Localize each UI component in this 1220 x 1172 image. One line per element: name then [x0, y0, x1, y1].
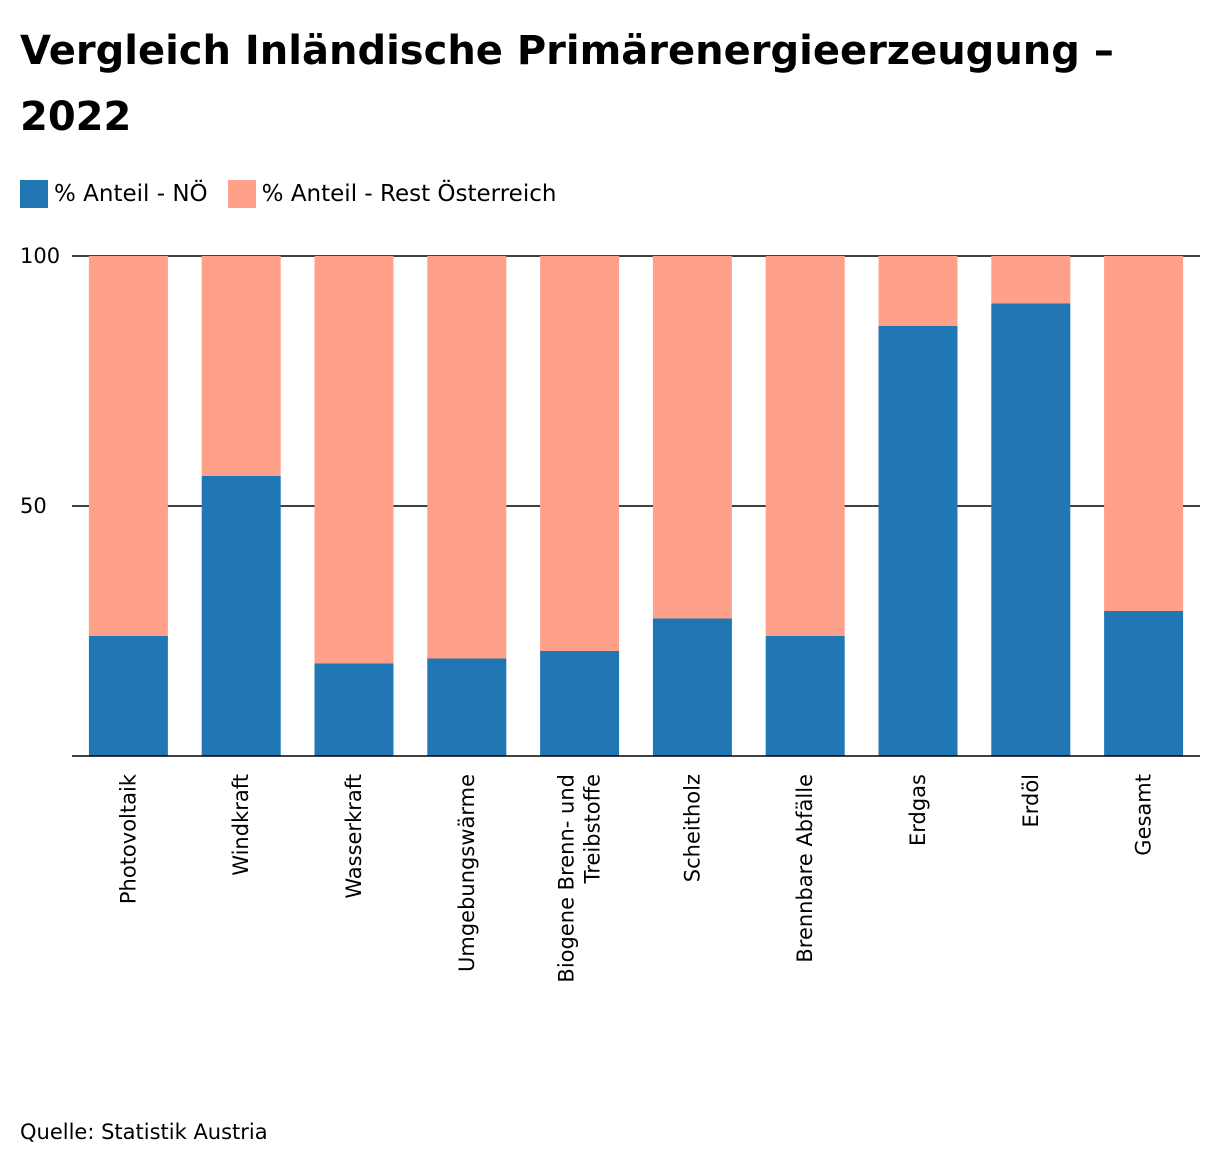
x-tick-label-line: Erdöl — [1019, 774, 1043, 828]
x-tick-label-1: Windkraft — [229, 774, 253, 876]
x-tick-label-line: Photovoltaik — [116, 773, 140, 904]
bar-rest-9 — [1104, 256, 1184, 611]
bar-rest-0 — [88, 256, 168, 636]
bar-noe-7 — [878, 326, 958, 756]
stacked-bar-chart: 50 100 Photovoltaik Windkraft Wasserkraft Umg… — [20, 244, 1200, 983]
bar-rest-4 — [540, 256, 620, 651]
bar-noe-0 — [88, 636, 168, 756]
legend-swatch-rest — [227, 180, 256, 208]
x-tick-label-line: Biogene Brenn- und — [555, 774, 579, 983]
bar-noe-6 — [765, 636, 845, 756]
bar-rest-1 — [201, 256, 281, 476]
bar-rest-5 — [652, 256, 732, 619]
x-tick-label-9: Gesamt — [1132, 774, 1156, 856]
x-tick-label-7: Erdgas — [906, 774, 930, 846]
bar-rest-7 — [878, 256, 958, 326]
bar-rest-2 — [314, 256, 394, 664]
x-tick-label-6: Brennbare Abfälle — [793, 774, 817, 963]
x-tick-label-line: Gesamt — [1132, 774, 1156, 856]
x-tick-label-line: Erdgas — [906, 774, 930, 846]
legend-item-noe: % Anteil - NÖ — [20, 180, 208, 208]
x-tick-label-3: Umgebungswärme — [455, 774, 479, 972]
bar-noe-3 — [427, 658, 507, 756]
bar-noe-1 — [201, 476, 281, 756]
legend-swatch-noe — [20, 180, 48, 208]
legend: % Anteil - NÖ % Anteil - Rest Österreich — [20, 178, 576, 210]
legend-item-rest: % Anteil - Rest Österreich — [227, 180, 557, 208]
bar-noe-8 — [991, 303, 1071, 756]
chart-title: Vergleich Inländische Primärenergieerzeu… — [20, 28, 1114, 140]
bar-noe-2 — [314, 663, 394, 756]
legend-label-noe: % Anteil - NÖ — [54, 181, 208, 207]
x-tick-label-line: Windkraft — [229, 774, 253, 876]
x-tick-label-line: Umgebungswärme — [455, 774, 479, 972]
source-note: Quelle: Statistik Austria — [20, 1120, 268, 1144]
bar-noe-9 — [1104, 611, 1184, 756]
bar-rest-3 — [427, 256, 507, 659]
x-tick-label-2: Wasserkraft — [342, 774, 366, 899]
bar-noe-4 — [540, 651, 620, 756]
x-tick-label-8: Erdöl — [1019, 774, 1043, 828]
x-tick-label-line: Scheitholz — [680, 774, 704, 882]
bar-rest-6 — [765, 256, 845, 636]
x-tick-label-line: Treibstoffe — [581, 774, 605, 884]
x-tick-label-line: Wasserkraft — [342, 774, 366, 899]
y-tick-label-50: 50 — [20, 494, 47, 518]
x-tick-label-5: Scheitholz — [680, 774, 704, 882]
legend-label-rest: % Anteil - Rest Österreich — [261, 181, 557, 207]
x-tick-label-line: Brennbare Abfälle — [793, 774, 817, 963]
x-tick-label-4: Biogene Brenn- undTreibstoffe — [555, 774, 605, 983]
bar-noe-5 — [652, 618, 732, 756]
y-tick-label-100: 100 — [20, 244, 60, 268]
bar-rest-8 — [991, 256, 1071, 304]
x-tick-label-0: Photovoltaik — [116, 773, 140, 904]
